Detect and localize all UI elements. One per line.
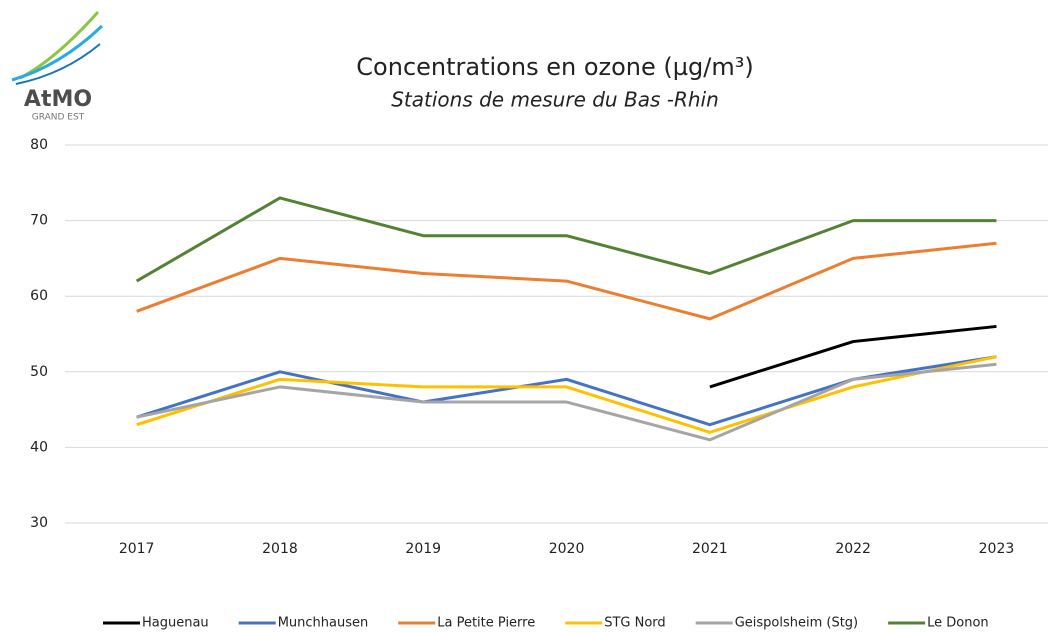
x-tick-label: 2021 bbox=[692, 541, 728, 557]
x-tick-label: 2022 bbox=[835, 541, 871, 557]
legend-label: Le Donon bbox=[927, 616, 989, 631]
y-tick-label: 70 bbox=[30, 213, 48, 229]
series-line bbox=[135, 196, 997, 283]
x-tick-label: 2017 bbox=[119, 541, 155, 557]
series-line bbox=[136, 355, 997, 434]
chart-subtitle: Stations de mesure du Bas -Rhin bbox=[391, 88, 719, 112]
legend-label: La Petite Pierre bbox=[437, 616, 535, 631]
logo-tagline: GRAND EST bbox=[32, 113, 85, 123]
x-tick-label: 2019 bbox=[405, 541, 441, 557]
logo-name: AtMO bbox=[24, 87, 92, 112]
series-line bbox=[136, 362, 997, 442]
legend-label: Munchhausen bbox=[278, 616, 369, 631]
y-tick-label: 50 bbox=[30, 364, 48, 380]
legend-label: Geispolsheim (Stg) bbox=[735, 616, 858, 631]
logo-swoosh bbox=[11, 24, 104, 82]
y-tick-label: 40 bbox=[30, 439, 48, 455]
chart-title: Concentrations en ozone (µg/m³) bbox=[356, 53, 753, 81]
y-tick-label: 80 bbox=[30, 137, 48, 153]
series-line bbox=[709, 324, 997, 389]
x-tick-label: 2023 bbox=[979, 541, 1015, 557]
legend-label: Haguenau bbox=[142, 616, 209, 631]
logo-swoosh bbox=[15, 43, 101, 85]
x-tick-label: 2020 bbox=[549, 541, 585, 557]
series-line bbox=[136, 241, 997, 321]
y-tick-label: 30 bbox=[30, 515, 48, 531]
logo-swoosh bbox=[19, 10, 100, 80]
x-tick-label: 2018 bbox=[262, 541, 298, 557]
logo: AtMO GRAND EST bbox=[11, 10, 104, 123]
legend-label: STG Nord bbox=[604, 616, 665, 631]
y-tick-label: 60 bbox=[30, 288, 48, 304]
